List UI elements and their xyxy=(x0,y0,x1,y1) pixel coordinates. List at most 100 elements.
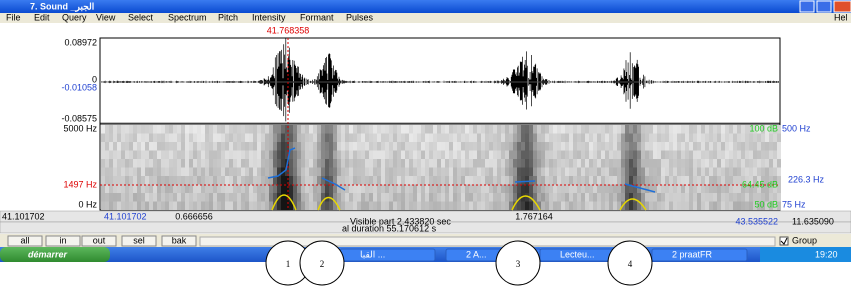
spectrogram-cell xyxy=(561,142,565,151)
menu-item[interactable]: View xyxy=(96,12,116,22)
menu-item[interactable]: Hel xyxy=(834,12,848,22)
spectrogram-cell xyxy=(413,151,417,160)
spectrogram-cell xyxy=(769,142,773,151)
spectrogram-cell xyxy=(233,134,237,143)
menu-item[interactable]: Spectrum xyxy=(168,12,207,22)
menu-item[interactable]: Select xyxy=(128,12,154,22)
menu-item[interactable]: Formant xyxy=(300,12,334,22)
spectrogram-cell xyxy=(465,134,469,143)
spectrogram-cell xyxy=(269,159,273,168)
spectrogram-cell xyxy=(137,168,141,177)
spectrogram-cell xyxy=(301,134,305,143)
spectrogram-cell xyxy=(633,151,637,160)
spectrogram-cell xyxy=(349,142,353,151)
spectrogram-cell xyxy=(261,142,265,151)
spectrogram-cell xyxy=(349,202,353,211)
close-button[interactable] xyxy=(834,1,851,12)
spectrogram-cell xyxy=(341,168,345,177)
spectrogram-cell xyxy=(313,142,317,151)
spectrogram-cell xyxy=(693,159,697,168)
spectrogram-cell xyxy=(469,185,473,194)
spectrogram-cell xyxy=(113,142,117,151)
spectrogram-cell xyxy=(297,176,301,185)
maximize-button[interactable] xyxy=(817,1,831,12)
spectrogram-cell xyxy=(757,151,761,160)
spectrogram-cell xyxy=(621,159,625,168)
spectrogram-cell xyxy=(681,159,685,168)
spectrogram-cell xyxy=(245,193,249,202)
spectrogram-cell xyxy=(321,168,325,177)
spectrogram-cell xyxy=(397,151,401,160)
spectrogram-cell xyxy=(757,134,761,143)
spectrogram-cell xyxy=(621,193,625,202)
spectrogram-cell xyxy=(177,168,181,177)
spectrogram-cell xyxy=(453,151,457,160)
spectrogram-cell xyxy=(133,193,137,202)
spectrogram-cell xyxy=(409,202,413,211)
spectrogram-cell xyxy=(481,142,485,151)
spectrogram-cell xyxy=(573,134,577,143)
minimize-button[interactable] xyxy=(800,1,814,12)
spectrogram-cell xyxy=(345,159,349,168)
spectrogram-cell xyxy=(541,159,545,168)
spectrogram-cell xyxy=(329,134,333,143)
task-button[interactable] xyxy=(340,249,435,261)
spectrogram-cell xyxy=(129,176,133,185)
spectrogram-cell xyxy=(369,151,373,160)
spectrogram-cell xyxy=(741,168,745,177)
menu-item[interactable]: Pitch xyxy=(218,12,238,22)
spectrogram-cell xyxy=(105,134,109,143)
spectrogram-cell xyxy=(381,193,385,202)
menu-item[interactable]: Edit xyxy=(34,12,50,22)
spectrogram-cell xyxy=(169,168,173,177)
spectrogram-cell xyxy=(437,125,441,134)
spectrogram-cell xyxy=(541,142,545,151)
menu-item[interactable]: Pulses xyxy=(346,12,374,22)
menu-item[interactable]: File xyxy=(6,12,21,22)
spectrogram-cell xyxy=(245,168,249,177)
spectrogram-cell xyxy=(417,125,421,134)
spectrogram-cell xyxy=(337,159,341,168)
spectrogram-cell xyxy=(233,151,237,160)
spectrogram-cell xyxy=(733,159,737,168)
spectrogram-cell xyxy=(761,159,765,168)
spectrogram-cell xyxy=(313,134,317,143)
spectrogram-cell xyxy=(361,185,365,194)
spectrogram-cell xyxy=(177,176,181,185)
spectrogram-cell xyxy=(301,202,305,211)
button-label: out xyxy=(93,235,106,245)
spectrogram-cell xyxy=(365,202,369,211)
spectrogram-cell xyxy=(581,168,585,177)
spectrogram-cell xyxy=(177,125,181,134)
spectrogram-cell xyxy=(253,185,257,194)
spectrogram-cell xyxy=(413,159,417,168)
spectrogram-cell xyxy=(253,193,257,202)
spectrogram-cell xyxy=(241,202,245,211)
spectrogram-cell xyxy=(457,142,461,151)
spectrogram-cell xyxy=(301,176,305,185)
spectrogram-cell xyxy=(161,134,165,143)
spectrogram-cell xyxy=(541,168,545,177)
spectrogram-cell xyxy=(129,134,133,143)
spectrogram-cell xyxy=(637,125,641,134)
spectrogram-cell xyxy=(185,134,189,143)
spectrogram-cell xyxy=(753,142,757,151)
spectrogram-cell xyxy=(117,168,121,177)
spectrogram-cell xyxy=(745,142,749,151)
spectrogram-cell xyxy=(365,193,369,202)
spectrogram-cell xyxy=(569,176,573,185)
spectrogram-cell xyxy=(541,125,545,134)
spectrogram-cell xyxy=(729,142,733,151)
spectrogram-cell xyxy=(117,151,121,160)
spectrogram-cell xyxy=(353,134,357,143)
spectrogram-cell xyxy=(665,185,669,194)
spectrogram-cell xyxy=(657,202,661,211)
spectrogram-cell xyxy=(757,168,761,177)
spectrogram-cell xyxy=(669,202,673,211)
spectrogram-cell xyxy=(385,168,389,177)
spectrogram-cell xyxy=(273,185,277,194)
spectrogram-cell xyxy=(381,202,385,211)
spectrogram-cell xyxy=(293,134,297,143)
menu-item[interactable]: Intensity xyxy=(252,12,286,22)
menu-item[interactable]: Query xyxy=(62,12,87,22)
